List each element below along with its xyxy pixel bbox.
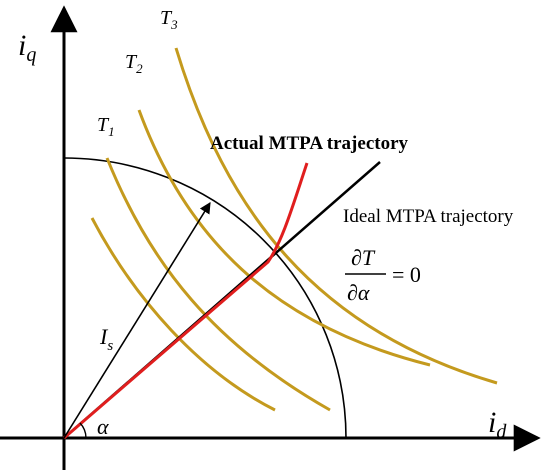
actual-trajectory-label: Actual MTPA trajectory bbox=[210, 133, 409, 154]
curve-label-t3: T3 bbox=[160, 7, 178, 32]
torque-curve-t1-inner bbox=[90, 217, 276, 412]
current-vector-label: Is bbox=[99, 324, 113, 354]
current-vector bbox=[63, 202, 211, 439]
equation-denominator: ∂α bbox=[347, 280, 370, 305]
mtpa-condition-equation: ∂T ∂α = 0 bbox=[345, 245, 421, 305]
q-axis-label: iq bbox=[18, 29, 36, 66]
torque-curve-t2 bbox=[137, 109, 431, 367]
equation-rhs: = 0 bbox=[392, 262, 421, 287]
actual-mtpa-trajectory bbox=[63, 162, 309, 440]
curve-label-t2: T2 bbox=[125, 51, 143, 76]
torque-curve-t1 bbox=[105, 157, 331, 412]
current-limit-circle bbox=[63, 157, 347, 439]
angle-arc bbox=[79, 422, 87, 439]
curve-label-t1: T1 bbox=[97, 114, 115, 139]
equation-numerator: ∂T bbox=[351, 245, 376, 270]
angle-label: α bbox=[97, 414, 109, 439]
d-axis-label: id bbox=[488, 406, 507, 443]
ideal-trajectory-label: Ideal MTPA trajectory bbox=[343, 206, 514, 227]
torque-curve-t3 bbox=[174, 47, 498, 385]
